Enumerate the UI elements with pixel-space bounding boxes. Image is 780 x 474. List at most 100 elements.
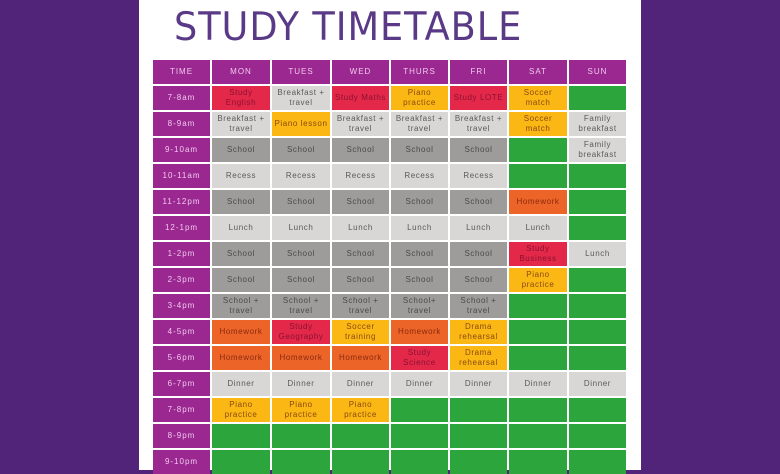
free-time-cell — [450, 450, 507, 474]
timetable-cell: Lunch — [332, 216, 389, 240]
timetable-cell: Homework — [212, 346, 270, 370]
time-slot-label: 6-7pm — [153, 372, 210, 396]
free-time-cell — [391, 424, 448, 448]
free-time-cell — [391, 450, 448, 474]
timetable-cell: School — [332, 190, 389, 214]
time-slot-label: 11-12pm — [153, 190, 210, 214]
free-time-cell — [509, 320, 567, 344]
timetable-cell: Study Science — [391, 346, 448, 370]
timetable-cell: Piano practice — [391, 86, 448, 110]
time-slot-label: 7-8am — [153, 86, 210, 110]
timetable-cell: Soccer training — [332, 320, 389, 344]
time-slot-label: 8-9am — [153, 112, 210, 136]
timetable-cell: School — [272, 190, 330, 214]
timetable-cell: Study English — [212, 86, 270, 110]
free-time-cell — [569, 216, 626, 240]
timetable-cell: Dinner — [569, 372, 626, 396]
timetable-cell: School — [450, 242, 507, 266]
timetable-cell: School + travel — [332, 294, 389, 318]
timetable-cell: School — [450, 190, 507, 214]
timetable-cell: Breakfast + travel — [450, 112, 507, 136]
timetable-cell: Homework — [272, 346, 330, 370]
timetable-cell: Homework — [509, 190, 567, 214]
timetable-cell: Recess — [391, 164, 448, 188]
timetable-cell: School + travel — [212, 294, 270, 318]
timetable-cell: School — [212, 242, 270, 266]
free-time-cell — [332, 450, 389, 474]
column-header-thurs: THURS — [391, 60, 448, 84]
timetable-cell: Breakfast + travel — [272, 86, 330, 110]
timetable-cell: School + travel — [450, 294, 507, 318]
time-slot-label: 7-8pm — [153, 398, 210, 422]
free-time-cell — [450, 398, 507, 422]
free-time-cell — [569, 164, 626, 188]
time-slot-label: 12-1pm — [153, 216, 210, 240]
timetable-cell: School — [212, 190, 270, 214]
free-time-cell — [212, 424, 270, 448]
free-time-cell — [569, 190, 626, 214]
timetable-cell: Lunch — [509, 216, 567, 240]
free-time-cell — [509, 346, 567, 370]
free-time-cell — [569, 424, 626, 448]
timetable-cell: Drama rehearsal — [450, 346, 507, 370]
timetable-cell: School — [450, 138, 507, 162]
timetable-cell: Drama rehearsal — [450, 320, 507, 344]
time-slot-label: 9-10pm — [153, 450, 210, 474]
timetable-cell: Family breakfast — [569, 138, 626, 162]
timetable-cell: School — [272, 242, 330, 266]
timetable-cell: School — [332, 268, 389, 292]
timetable-cell: Piano lesson — [272, 112, 330, 136]
free-time-cell — [569, 268, 626, 292]
timetable-cell: Piano practice — [212, 398, 270, 422]
time-slot-label: 5-6pm — [153, 346, 210, 370]
timetable-cell: Dinner — [272, 372, 330, 396]
timetable-cell: Breakfast + travel — [212, 112, 270, 136]
time-slot-label: 3-4pm — [153, 294, 210, 318]
timetable-cell: School — [212, 138, 270, 162]
timetable-cell: Piano practice — [509, 268, 567, 292]
free-time-cell — [272, 450, 330, 474]
timetable-cell: Homework — [332, 346, 389, 370]
timetable-cell: Soccer match — [509, 112, 567, 136]
timetable-cell: Dinner — [332, 372, 389, 396]
time-slot-label: 8-9pm — [153, 424, 210, 448]
time-slot-label: 10-11am — [153, 164, 210, 188]
free-time-cell — [569, 450, 626, 474]
timetable-cell: School — [332, 242, 389, 266]
free-time-cell — [212, 450, 270, 474]
timetable-cell: Study Business — [509, 242, 567, 266]
timetable-cell: School + travel — [272, 294, 330, 318]
column-header-mon: MON — [212, 60, 270, 84]
free-time-cell — [509, 450, 567, 474]
free-time-cell — [272, 424, 330, 448]
timetable-cell: Lunch — [391, 216, 448, 240]
timetable-cell: Recess — [332, 164, 389, 188]
timetable-cell: Dinner — [509, 372, 567, 396]
page-title: STUDY TIMETABLE — [174, 5, 523, 50]
free-time-cell — [509, 138, 567, 162]
timetable-cell: Dinner — [212, 372, 270, 396]
time-slot-label: 9-10am — [153, 138, 210, 162]
timetable-grid: TIME MON TUES WED THURS FRI SAT SUN 7-8am Study E… — [153, 60, 626, 474]
timetable-cell: Homework — [391, 320, 448, 344]
timetable-cell: School — [391, 268, 448, 292]
timetable-cell: Recess — [272, 164, 330, 188]
timetable-cell: Study Geography — [272, 320, 330, 344]
timetable-cell: Recess — [212, 164, 270, 188]
timetable-cell: School — [450, 268, 507, 292]
timetable-cell: Homework — [212, 320, 270, 344]
timetable-cell: School — [391, 190, 448, 214]
timetable-cell: Dinner — [391, 372, 448, 396]
timetable-cell: Lunch — [569, 242, 626, 266]
column-header-sat: SAT — [509, 60, 567, 84]
time-slot-label: 2-3pm — [153, 268, 210, 292]
timetable-cell: Lunch — [450, 216, 507, 240]
timetable-cell: School — [391, 242, 448, 266]
free-time-cell — [569, 346, 626, 370]
timetable-cell: Recess — [450, 164, 507, 188]
timetable-cell: School — [391, 138, 448, 162]
timetable-cell: Breakfast + travel — [391, 112, 448, 136]
timetable-cell: School — [272, 268, 330, 292]
timetable-cell: Family breakfast — [569, 112, 626, 136]
free-time-cell — [569, 86, 626, 110]
